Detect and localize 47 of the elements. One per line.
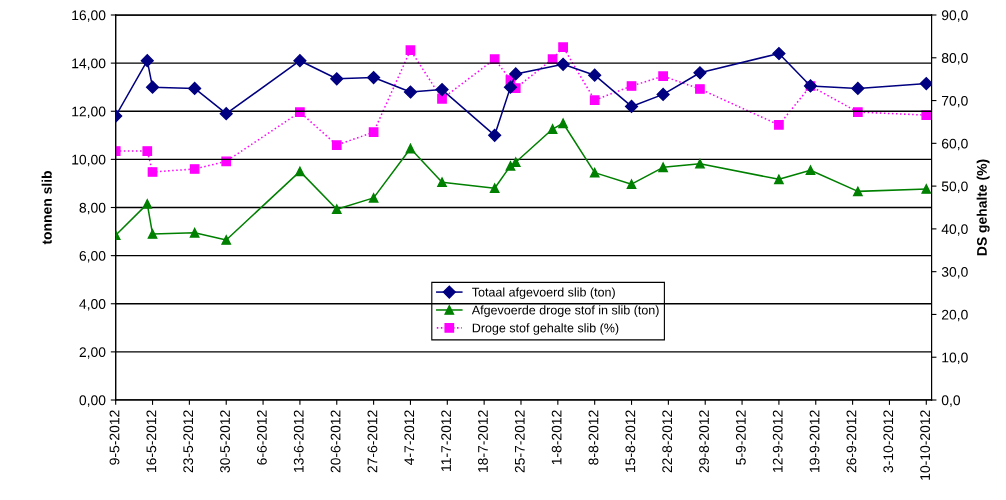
- y-tick-label: 0,00: [79, 395, 106, 407]
- y-tick-label: 4,00: [79, 299, 106, 311]
- y-tick-label: 10,00: [72, 154, 106, 167]
- x-tick-label: 8-8-2012: [588, 410, 599, 465]
- x-tick-label: 16-5-2012: [146, 410, 157, 472]
- x-tick-label: 23-5-2012: [183, 410, 194, 473]
- y-tick-label: 8,00: [79, 202, 106, 215]
- x-tick-label: 13-6-2012: [293, 410, 304, 472]
- y-tick-label: 14,00: [72, 58, 106, 70]
- x-tick-label: 11-7-2012: [441, 410, 452, 471]
- y-axis-title: tonnen slib: [41, 171, 52, 245]
- x-tick-label: 10-10-2012: [920, 410, 931, 480]
- y2-tick-label: 90,0: [941, 10, 968, 22]
- y2-axis-title: DS gehalte (%): [976, 159, 990, 256]
- y-tick-label: 6,00: [79, 250, 106, 263]
- x-tick-label: 12-9-2012: [772, 410, 783, 472]
- y2-tick-label: 70,0: [941, 95, 968, 108]
- y-tick-label: 2,00: [79, 347, 106, 359]
- x-tick-label: 27-6-2012: [367, 410, 378, 473]
- x-tick-label: 30-5-2012: [220, 410, 230, 473]
- legend-label: Afgevoerde droge stof in slib (ton): [471, 305, 659, 317]
- y2-tick-label: 10,0: [942, 352, 968, 365]
- y2-tick-label: 40,0: [941, 224, 968, 236]
- x-tick-label: 19-9-2012: [809, 410, 820, 472]
- y2-tick-label: 60,0: [941, 138, 968, 151]
- x-tick-label: 5-9-2012: [735, 410, 746, 465]
- x-tick-label: 3-10-2012: [883, 410, 894, 473]
- legend-label: Droge stof gehalte slib (%): [472, 323, 619, 335]
- x-tick-label: 1-8-2012: [551, 410, 562, 465]
- x-tick-label: 25-7-2012: [514, 410, 525, 473]
- y-tick-label: 16,00: [72, 10, 106, 22]
- x-tick-label: 29-8-2012: [699, 410, 709, 473]
- y2-tick-label: 50,0: [941, 181, 968, 193]
- legend-label: Totaal afgevoerd slib (ton): [472, 287, 615, 300]
- y2-tick-label: 30,0: [941, 267, 968, 279]
- x-tick-label: 15-8-2012: [625, 410, 636, 472]
- x-tick-label: 9-5-2012: [109, 410, 120, 465]
- y2-tick-label: 80,0: [941, 53, 968, 65]
- y2-tick-label: 20,0: [941, 309, 968, 322]
- y-tick-label: 12,00: [72, 106, 106, 119]
- y2-tick-label: 0,0: [941, 395, 961, 407]
- x-tick-label: 22-8-2012: [662, 410, 673, 473]
- x-tick-label: 20-6-2012: [330, 410, 341, 473]
- x-tick-label: 4-7-2012: [404, 410, 415, 465]
- x-tick-label: 26-9-2012: [846, 410, 857, 473]
- x-tick-label: 18-7-2012: [478, 410, 488, 472]
- x-tick-label: 6-6-2012: [256, 410, 267, 465]
